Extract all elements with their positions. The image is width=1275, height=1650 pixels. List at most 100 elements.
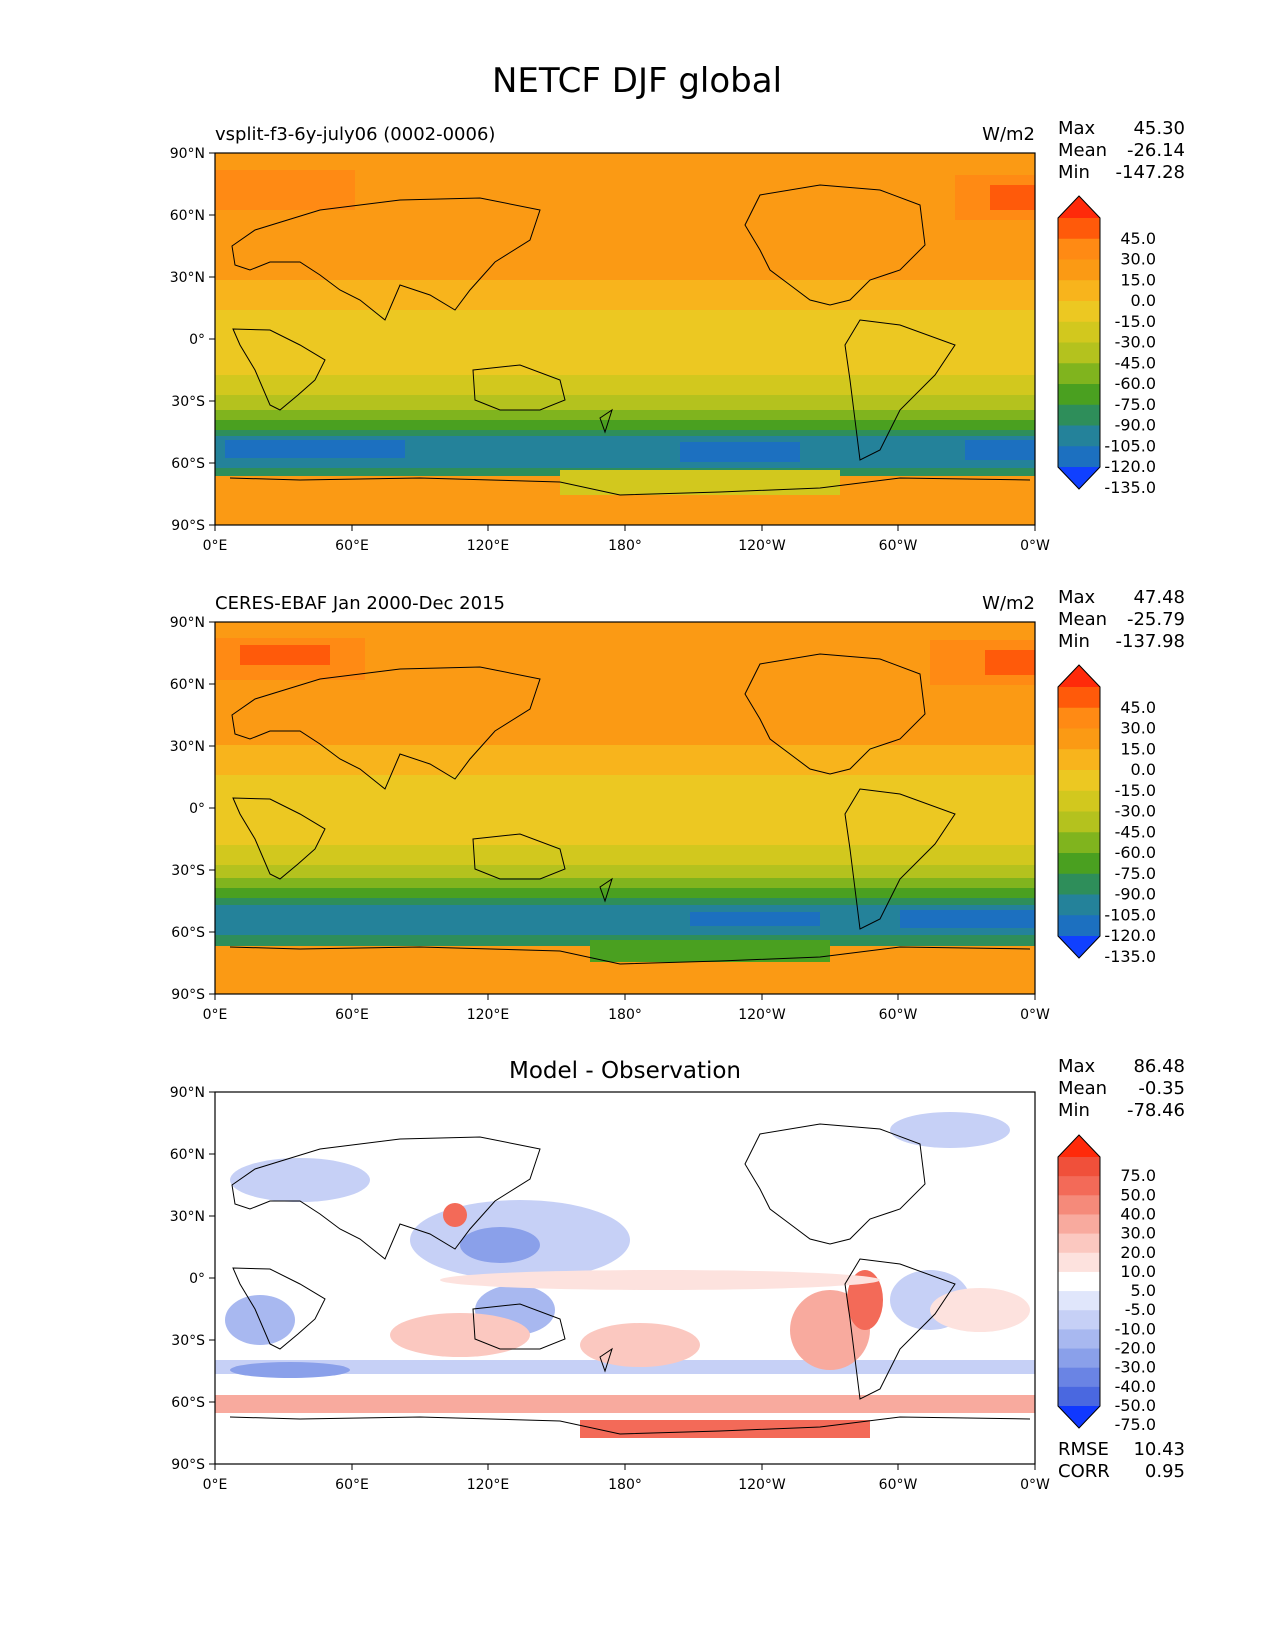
stat-label: Min [1058,631,1090,652]
x-tick-label: 0°E [203,1477,228,1493]
y-tick-label: 30°S [171,1333,205,1349]
field-anomaly-positive [580,1323,700,1367]
field-anomaly-positive [847,1270,883,1330]
x-tick-label: 0°W [1020,538,1050,554]
stats-box: Max 47.48 Mean -25.79 Min -137.98 [1058,587,1185,652]
colorbar-segment [1058,873,1100,895]
colorbar-tick-label: 30.0 [1120,719,1156,738]
y-tick-label: 60°S [171,1395,205,1411]
field-anomaly-negative [460,1227,540,1263]
colorbar-segment [1058,363,1100,385]
colorbar-tick-label: -5.0 [1125,1300,1156,1319]
colorbar-segment [1058,1214,1100,1235]
colorbar-segment [1058,1329,1100,1350]
colorbar-segment [1058,384,1100,406]
stat-label: Min [1058,162,1090,183]
colorbar-outline [1057,1134,1101,1429]
colorbar-segment [1058,259,1100,281]
x-tick-label: 0°W [1020,1007,1050,1023]
colorbar-segment [1058,1157,1100,1177]
colorbar-segment [1058,749,1100,771]
colorbar-tick-label: 0.0 [1131,760,1156,779]
field-band-arctic [215,170,355,210]
y-axis: 90°N 60°N 30°N 0° 30°S 60°S 90°S [170,1085,215,1473]
colorbar-extend-bottom [1058,936,1100,958]
colorbar-extend-top [1058,665,1100,687]
y-tick-label: 0° [189,332,205,348]
stat-value: 47.48 [1133,587,1185,608]
y-tick-label: 0° [189,801,205,817]
colorbar-tick-label: -75.0 [1115,1415,1156,1434]
colorbar-segment [1058,894,1100,916]
stat-label: Max [1058,118,1096,139]
stat-value: 45.30 [1133,118,1185,139]
x-tick-label: 180° [608,538,642,554]
colorbar-segment [1058,1176,1100,1196]
y-tick-label: 60°N [170,677,205,693]
field-band-storm-track [900,910,1035,928]
stat-value: -0.35 [1138,1078,1185,1099]
x-tick-label: 120°W [738,538,786,554]
colorbar-segment [1058,770,1100,792]
field-anomaly-negative [890,1112,1010,1148]
colorbar-tick-label: 30.0 [1120,1224,1156,1243]
panel-left-title: vsplit-f3-6y-july06 (0002-0006) [215,124,495,145]
colorbar-segment [1058,853,1100,875]
y-axis: 90°N 60°N 30°N 0° 30°S 60°S 90°S [170,146,215,534]
figure-title: NETCF DJF global [492,61,782,101]
colorbar-tick-label: 20.0 [1120,1243,1156,1262]
x-tick-label: 120°E [467,538,510,554]
field-band-storm-track [225,440,405,458]
colorbar-tick-label: -30.0 [1115,802,1156,821]
colorbar-tick-label: 45.0 [1120,229,1156,248]
error-stats: RMSE 10.43 CORR 0.95 [1058,1439,1185,1482]
colorbar-segment [1058,1310,1100,1330]
x-tick-label: 180° [608,1477,642,1493]
stat-value: -137.98 [1116,631,1185,652]
stat-value: 0.95 [1145,1461,1185,1482]
field-band-storm-track [690,912,820,926]
field-anomaly-negative [230,1158,370,1202]
colorbar-tick-label: 15.0 [1120,270,1156,289]
y-tick-label: 30°N [170,270,205,286]
field-anomaly-negative [230,1362,350,1378]
map-field [215,1092,1035,1464]
colorbar-outline [1057,195,1101,490]
field-band-arctic [990,185,1035,210]
colorbar-tick-label: -75.0 [1115,395,1156,414]
colorbar-segment [1058,790,1100,812]
colorbar-tick-label: 30.0 [1120,250,1156,269]
colorbar-extend-top [1058,196,1100,218]
y-tick-label: 30°N [170,739,205,755]
colorbar-tick-label: -30.0 [1115,333,1156,352]
coastline [229,653,1031,965]
map-field [215,153,1035,525]
colorbar-tick-label: 75.0 [1120,1166,1156,1185]
colorbar-segment [1058,321,1100,343]
colorbar-tick-label: -45.0 [1115,353,1156,372]
x-tick-label: 180° [608,1007,642,1023]
colorbar-segment [1058,280,1100,302]
panel-difference: Model - Observation [170,1056,1185,1493]
colorbar-segment [1058,1233,1100,1254]
map-field [215,622,1035,994]
stat-label: Mean [1058,140,1107,161]
field-anomaly-positive [443,1203,467,1227]
colorbar-segment [1058,1367,1100,1388]
colorbar-tick-label: -10.0 [1115,1319,1156,1338]
field-anomaly-positive [215,1395,1035,1413]
x-axis: 0°E 60°E 120°E 180° 120°W 60°W 0°W [203,994,1050,1023]
colorbar-tick-label: 45.0 [1120,698,1156,717]
colorbar-segment [1058,832,1100,854]
colorbar-segment [1058,915,1100,937]
colorbar-tick-label: -120.0 [1104,926,1156,945]
panel-observation: CERES-EBAF Jan 2000-Dec 2015 W/m2 [170,587,1185,1023]
x-tick-label: 60°E [335,1477,369,1493]
colorbar-tick-label: -60.0 [1115,374,1156,393]
coastline [229,1123,1031,1435]
stat-label: RMSE [1058,1439,1109,1460]
panel-units: W/m2 [982,593,1035,614]
stat-value: -78.46 [1127,1100,1185,1121]
colorbar-outline [1057,664,1101,959]
